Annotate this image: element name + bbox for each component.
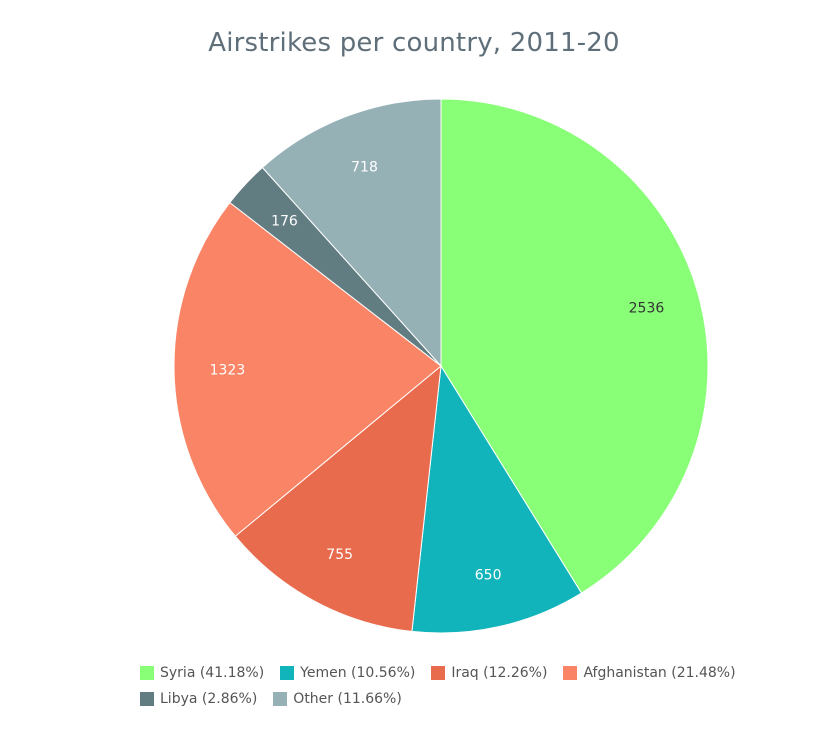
- legend-row: Syria (41.18%) Yemen (10.56%) Iraq (12.26%…: [140, 660, 780, 686]
- legend-label: Other (11.66%): [293, 691, 402, 707]
- legend-label: Syria (41.18%): [160, 665, 265, 681]
- pie-value-label-syria: 2536: [629, 301, 665, 317]
- pie-value-label-afghanistan: 1323: [210, 362, 246, 378]
- legend-label: Iraq (12.26%): [451, 665, 548, 681]
- legend-swatch: [273, 692, 288, 706]
- legend-item-other[interactable]: Other (11.66%): [273, 686, 402, 712]
- legend-item-iraq[interactable]: Iraq (12.26%): [431, 660, 547, 686]
- pie-slice-iraq[interactable]: [234, 364, 442, 632]
- pie-value-label-yemen: 650: [475, 567, 502, 583]
- legend-label: Libya (2.86%): [160, 691, 258, 707]
- legend-item-yemen[interactable]: Yemen (10.56%): [280, 660, 415, 686]
- chart-legend: Syria (41.18%) Yemen (10.56%) Iraq (12.26%…: [140, 660, 780, 712]
- legend-row: Libya (2.86%) Other (11.66%): [140, 686, 780, 712]
- legend-item-libya[interactable]: Libya (2.86%): [140, 686, 257, 712]
- pie-value-label-iraq: 755: [326, 547, 353, 563]
- pie-value-label-libya: 176: [271, 214, 298, 230]
- legend-label: Yemen (10.56%): [300, 665, 416, 681]
- legend-swatch: [280, 666, 295, 680]
- legend-swatch: [140, 666, 154, 680]
- legend-swatch: [431, 666, 446, 680]
- legend-swatch: [563, 666, 578, 680]
- legend-item-afghanistan[interactable]: Afghanistan (21.48%): [563, 660, 736, 686]
- pie-slice-yemen[interactable]: [411, 364, 583, 634]
- pie-slice-syria[interactable]: [440, 98, 709, 594]
- pie-value-label-other: 718: [351, 160, 378, 176]
- legend-item-syria[interactable]: Syria (41.18%): [140, 660, 264, 686]
- legend-swatch: [140, 692, 154, 706]
- pie-slice-other[interactable]: [261, 98, 442, 368]
- chart-title: Airstrikes per country, 2011-20: [208, 28, 620, 58]
- legend-label: Afghanistan (21.48%): [583, 665, 736, 681]
- pie-slice-afghanistan[interactable]: [173, 201, 442, 537]
